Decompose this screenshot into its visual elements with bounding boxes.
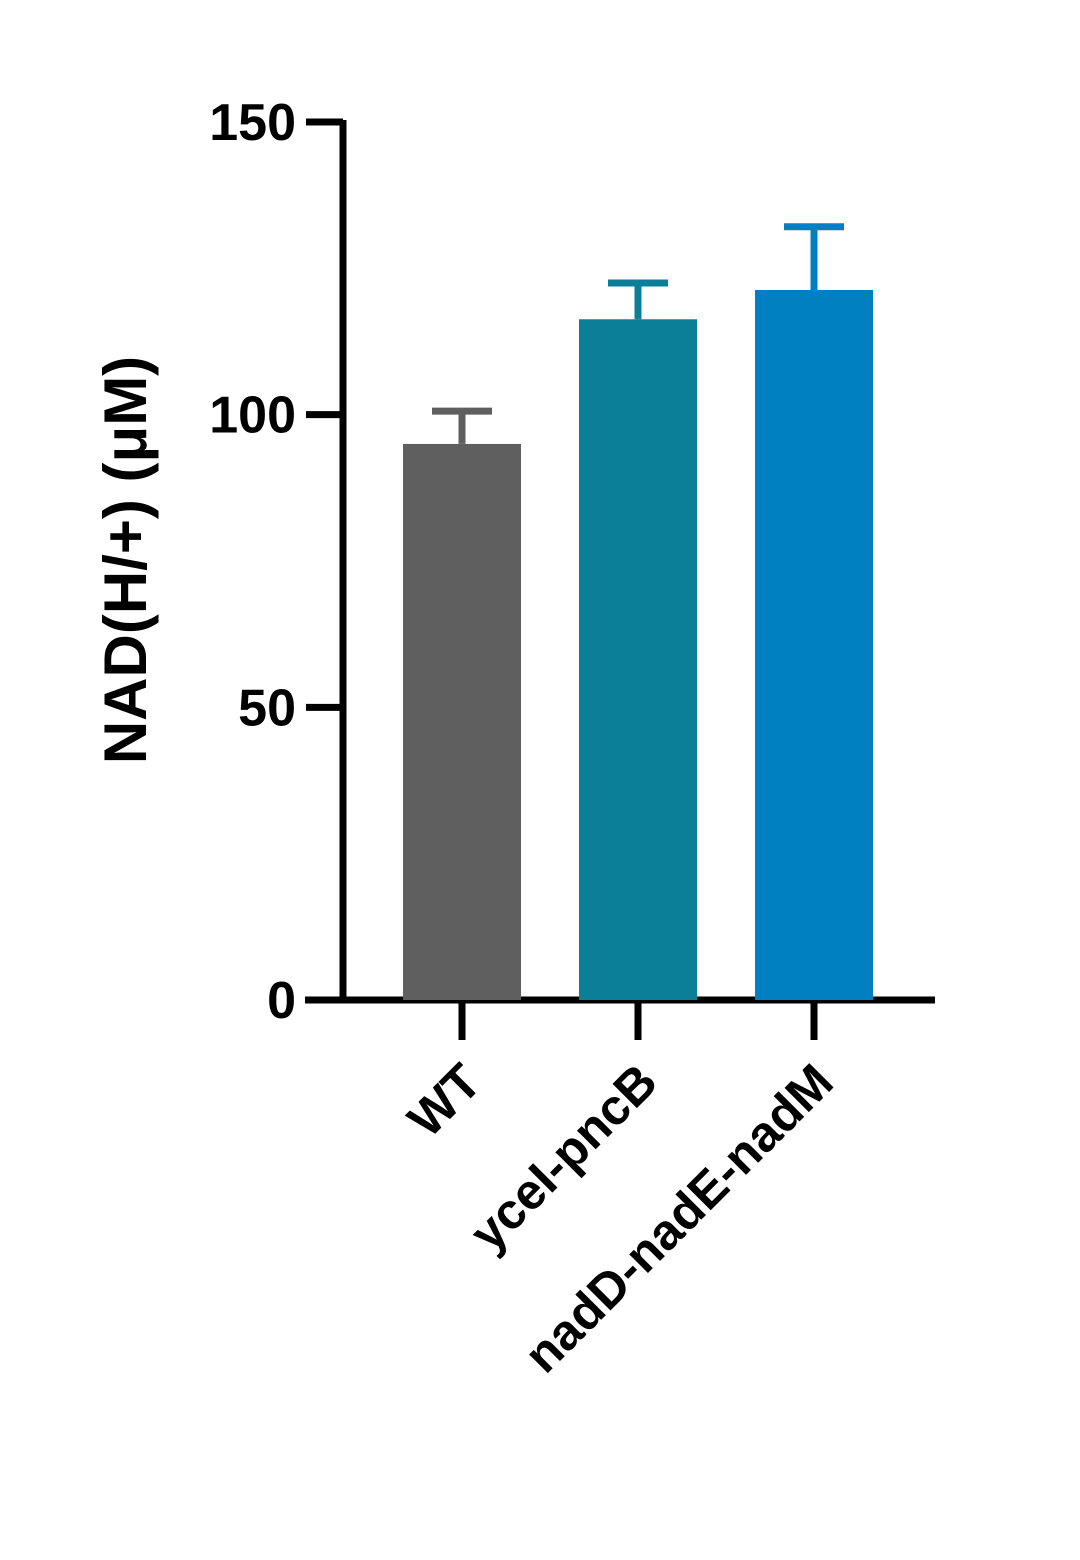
y-tick-label: 50	[238, 679, 296, 737]
y-tick-label: 150	[209, 94, 296, 152]
y-tick-label: 0	[267, 972, 296, 1030]
bar	[403, 443, 521, 1000]
y-tick-label: 100	[209, 387, 296, 445]
x-tick-label: WT	[397, 1053, 492, 1148]
bar	[579, 319, 697, 1000]
bar	[755, 289, 873, 1000]
x-tick-label: nadD-nadE-nadM	[513, 1053, 843, 1383]
y-axis-label: NAD(H/+) (μM)	[92, 356, 159, 764]
